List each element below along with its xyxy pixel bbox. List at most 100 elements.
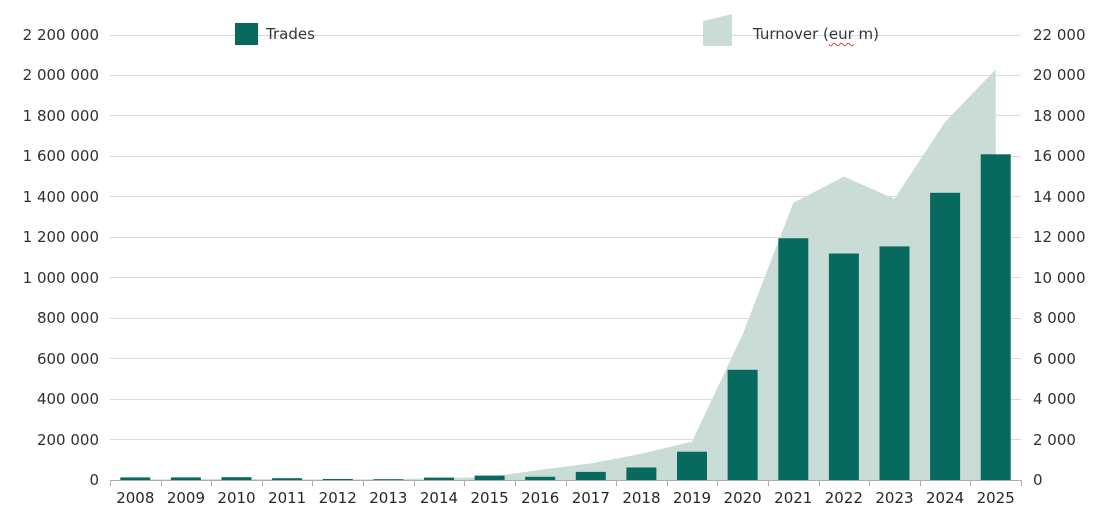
trades-bar-2020 — [727, 369, 758, 480]
trades-bar-2011 — [272, 478, 303, 480]
gridline — [110, 317, 1021, 319]
x-axis-year-label: 2014 — [419, 489, 459, 507]
left-axis-tick-label: 600 000 — [36, 349, 99, 368]
x-axis-year-label: 2025 — [976, 489, 1015, 507]
right-axis-tick-label: 4 000 — [1033, 390, 1076, 409]
right-axis-tick-label: 20 000 — [1033, 66, 1086, 85]
right-axis-tick-label: 22 000 — [1033, 26, 1086, 44]
right-axis-tick-label: 12 000 — [1033, 228, 1086, 247]
x-axis-year-label: 2015 — [470, 489, 509, 507]
trades-bar-2014 — [424, 477, 454, 480]
trades-bar-2016 — [525, 476, 556, 480]
x-axis-tick — [464, 480, 466, 486]
gridline — [110, 277, 1021, 279]
trades-bar-2010 — [221, 477, 252, 480]
x-axis-year-label: 2024 — [925, 489, 965, 507]
x-axis-year-label: 2013 — [369, 489, 408, 507]
gridline — [110, 236, 1021, 238]
trades-bar-2013 — [373, 479, 404, 480]
x-axis-year-label: 2016 — [521, 489, 560, 507]
turnover-label-suffix: m) — [853, 25, 880, 43]
left-axis-tick-label: 1 000 000 — [22, 268, 99, 287]
x-axis-year-label: 2019 — [672, 489, 712, 507]
trades-bar-2008 — [120, 477, 151, 480]
x-axis-year-label: 2017 — [571, 489, 610, 507]
right-axis-tick-label: 6 000 — [1033, 349, 1076, 368]
x-axis-tick — [717, 480, 719, 486]
plot-area — [120, 69, 1011, 481]
x-axis-year-label: 2010 — [217, 489, 256, 507]
x-axis-tick — [413, 480, 415, 486]
right-axis-tick-label: 0 — [1033, 471, 1043, 489]
trades-bar-2019 — [677, 451, 707, 480]
x-axis-year-label: 2020 — [723, 489, 762, 507]
left-axis-tick-label: 1 400 000 — [22, 187, 99, 206]
x-axis-year-label: 2012 — [318, 489, 357, 507]
x-axis-tick — [666, 480, 668, 486]
gridline — [110, 34, 1021, 36]
x-axis-tick — [160, 480, 162, 486]
right-axis-tick-label: 2 000 — [1033, 430, 1076, 449]
gridline — [110, 115, 1021, 117]
x-axis-tick — [919, 480, 921, 486]
trades-bar-2023 — [879, 246, 910, 480]
trades-bar-2009 — [170, 477, 201, 480]
trades-bar-2015 — [474, 475, 505, 480]
trades-bar-2024 — [930, 192, 961, 481]
turnover-label-prefix: Turnover ( — [753, 25, 829, 43]
x-axis-tick — [363, 480, 365, 486]
x-axis-year-label: 2008 — [116, 489, 155, 507]
trades-legend-label: Trades — [266, 25, 315, 43]
right-axis-tick-label: 14 000 — [1033, 187, 1086, 206]
trades-bar-2012 — [322, 479, 353, 480]
x-axis-tick — [211, 480, 213, 486]
right-axis-tick-label: 18 000 — [1033, 106, 1086, 125]
trades-bar-2021 — [778, 238, 809, 480]
gridline — [110, 155, 1021, 157]
x-axis-tick — [261, 480, 263, 486]
trades-bar-2018 — [626, 467, 657, 480]
x-axis-year-label: 2011 — [268, 489, 307, 507]
x-axis-year-label: 2022 — [824, 489, 863, 507]
turnover-label-misspelled-word: eur — [828, 25, 854, 43]
left-axis-tick-label: 400 000 — [36, 390, 99, 409]
trades-legend-swatch-icon — [235, 23, 258, 45]
x-axis-tick — [312, 480, 314, 486]
left-axis-tick-label: 800 000 — [36, 309, 99, 328]
trades-bar-2025 — [980, 154, 1011, 481]
x-axis-year-label: 2021 — [774, 489, 813, 507]
turnover-legend-swatch-icon — [703, 14, 732, 46]
x-axis-tick — [970, 480, 972, 486]
x-axis-tick — [565, 480, 567, 486]
x-axis-year-label: 2009 — [166, 489, 205, 507]
left-axis-tick-label: 2 000 000 — [22, 66, 99, 85]
turnover-legend-item: Turnover (eur m) — [753, 25, 879, 43]
left-axis-tick-label: 0 — [89, 471, 99, 489]
x-axis-tick — [616, 480, 618, 486]
x-axis-year-label: 2023 — [875, 489, 914, 507]
left-axis-tick-label: 1 800 000 — [22, 106, 99, 125]
left-axis-tick-label: 200 000 — [36, 430, 99, 449]
trades-bar-2022 — [828, 253, 859, 480]
x-axis-tick — [767, 480, 769, 486]
gridline — [110, 358, 1021, 360]
right-axis-tick-label: 16 000 — [1033, 147, 1086, 166]
right-axis-tick-label: 10 000 — [1033, 268, 1086, 287]
right-axis-tick-label: 8 000 — [1033, 309, 1076, 328]
left-axis-tick-label: 1 200 000 — [22, 228, 99, 247]
gridline — [110, 196, 1021, 198]
x-axis-year-label: 2018 — [622, 489, 661, 507]
gridline — [110, 398, 1021, 400]
x-axis-tick — [514, 480, 516, 486]
left-axis-tick-label: 2 200 000 — [22, 26, 99, 44]
gridline — [110, 74, 1021, 76]
gridline — [110, 439, 1021, 441]
turnover-area-series — [135, 69, 996, 481]
trades-bar-2017 — [575, 471, 606, 480]
x-axis-tick — [1021, 480, 1022, 486]
x-axis-tick — [110, 480, 111, 486]
turnover-legend-label: Turnover (eur m) — [753, 25, 879, 43]
left-axis-tick-label: 1 600 000 — [22, 147, 99, 166]
x-axis-tick — [869, 480, 871, 486]
